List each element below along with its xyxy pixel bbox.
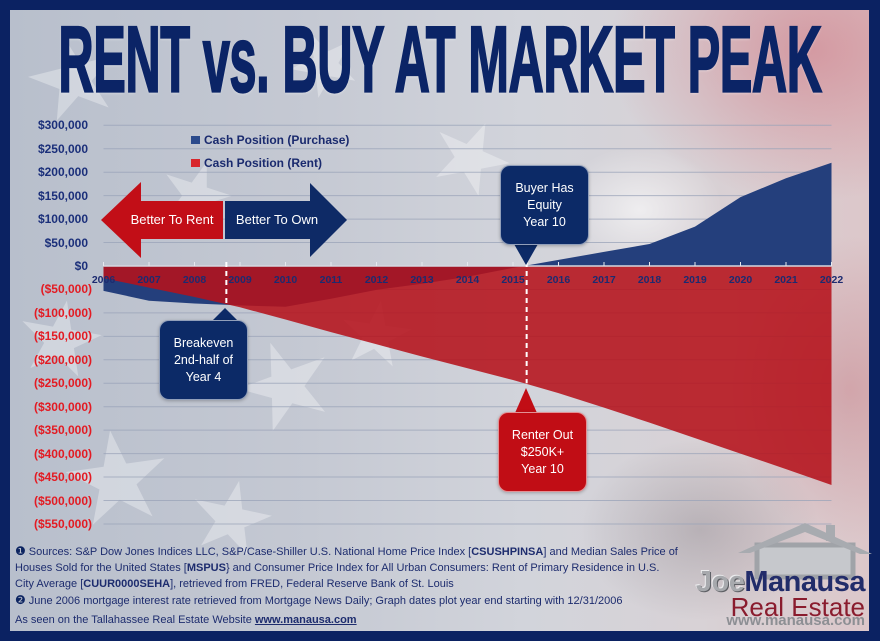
y-axis-label: $0 — [74, 259, 88, 273]
x-axis-label: 2006 — [91, 274, 116, 286]
note-text: Sources: S&P Dow Jones Indices LLC, S&P/… — [28, 546, 472, 558]
x-axis-label: 2009 — [228, 274, 252, 286]
callout-line: Year 10 — [521, 461, 564, 476]
y-axis-label: ($500,000) — [33, 493, 92, 508]
y-axis-label: ($150,000) — [33, 329, 92, 344]
y-axis-label: $100,000 — [37, 212, 88, 227]
x-axis-label: 2018 — [637, 274, 662, 286]
page-title: RENT vs. BUY AT MARKET PEAK — [58, 8, 823, 114]
y-axis-label: $300,000 — [37, 118, 88, 133]
source-note-2: ❷ June 2006 mortgage interest rate retrie… — [15, 592, 678, 609]
logo-house-icon — [738, 523, 872, 580]
x-axis-label: 2013 — [410, 274, 434, 286]
logo-last-name: Manausa — [744, 566, 865, 598]
note-text: ], retrieved from FRED, Federal Reserve … — [170, 578, 454, 590]
x-axis-label: 2012 — [364, 274, 389, 286]
logo-subtitle: Real Estate — [730, 592, 865, 622]
callout-line: 2nd-half of — [173, 352, 234, 367]
better-to-own-label: Better To Own — [235, 212, 319, 227]
y-axis-label: ($550,000) — [33, 517, 92, 531]
better-to-own-arrow-icon — [225, 183, 347, 257]
y-axis-label: ($300,000) — [33, 399, 92, 414]
x-axis-label: 2010 — [273, 274, 298, 286]
callout-line: Year 10 — [523, 214, 566, 229]
source-note-1-line-1: ❶ Sources: S&P Dow Jones Indices LLC, S&P… — [15, 543, 678, 560]
y-axis-label: ($400,000) — [33, 446, 92, 461]
logo-first-name: Joe — [695, 566, 745, 598]
legend-swatch-rent-icon — [191, 159, 200, 167]
legend-label-rent: Cash Position (Rent) — [204, 156, 323, 170]
note-text: ] and Median Sales Price of — [543, 546, 678, 558]
callout-line: $250K+ — [520, 444, 565, 459]
renter-out-callout: Renter Out $250K+ Year 10 — [498, 412, 587, 492]
x-axis-label: 2017 — [592, 274, 616, 286]
callout-line: Breakeven — [173, 335, 234, 350]
y-axis-label: ($100,000) — [33, 305, 92, 320]
breakeven-callout: Breakeven 2nd-half of Year 4 — [159, 320, 248, 400]
callout-line: Equity — [527, 197, 562, 212]
note-text: } and Consumer Price Index for All Urban… — [225, 562, 660, 574]
y-axis-label: ($50,000) — [40, 282, 92, 297]
legend-swatch-purchase-icon — [191, 136, 200, 144]
y-axis-label: ($450,000) — [33, 470, 92, 484]
source-notes: ❶ Sources: S&P Dow Jones Indices LLC, S&P… — [15, 543, 678, 609]
x-axis-ticks — [103, 262, 832, 266]
x-axis-label: 2020 — [728, 274, 753, 286]
legend-item-rent: Cash Position (Rent) — [191, 156, 322, 170]
series-code: MSPUS — [186, 562, 226, 574]
y-axis-label: ($200,000) — [33, 352, 92, 367]
rent-area-series — [103, 266, 832, 485]
y-axis-label: $200,000 — [37, 165, 88, 180]
y-axis-label: $250,000 — [37, 141, 88, 156]
x-axis-label: 2011 — [319, 274, 343, 286]
x-axis-label: 2019 — [683, 274, 707, 286]
number-one-icon: ❶ — [15, 544, 26, 558]
source-note-1-line-3: City Average [CUUR0000SEHA], retrieved f… — [15, 576, 678, 592]
note-text: City Average [ — [15, 578, 84, 590]
legend-label-purchase: Cash Position (Purchase) — [204, 133, 350, 147]
x-axis-label: 2008 — [182, 274, 207, 286]
logo-wordmark: JoeManausa — [695, 566, 866, 598]
website-link[interactable]: www.manausa.com — [254, 614, 357, 626]
y-axis-label: ($250,000) — [33, 376, 92, 391]
x-axis-label: 2022 — [819, 274, 844, 286]
note-text: Houses Sold for the United States [ — [15, 562, 187, 574]
y-axis-label: $150,000 — [37, 188, 88, 203]
x-axis-label: 2007 — [137, 274, 161, 286]
x-axis-label: 2016 — [546, 274, 571, 286]
legend-item-purchase: Cash Position (Purchase) — [191, 133, 349, 147]
series-code: CSUSHPINSA — [471, 546, 544, 558]
source-note-1-line-2: Houses Sold for the United States [MSPUS… — [15, 560, 678, 576]
note-text: June 2006 mortgage interest rate retriev… — [28, 595, 623, 607]
x-axis-label: 2015 — [501, 274, 525, 286]
y-axis-label: $50,000 — [44, 235, 88, 250]
better-to-rent-arrow-icon — [101, 182, 223, 258]
renter-out-callout-pointer — [515, 388, 537, 413]
callout-line: Renter Out — [511, 427, 574, 442]
breakeven-callout-pointer — [211, 308, 239, 322]
x-axis-label: 2021 — [774, 274, 798, 286]
callout-line: Year 4 — [185, 369, 222, 384]
buyer-equity-callout-pointer — [514, 244, 538, 265]
series-code: CUUR0000SEHA — [83, 578, 171, 590]
seen-on-note: As seen on the Tallahassee Real Estate W… — [15, 613, 357, 627]
callout-line: Buyer Has — [515, 180, 574, 195]
better-to-rent-label: Better To Rent — [130, 212, 214, 227]
seen-on-text: As seen on the Tallahassee Real Estate W… — [15, 614, 255, 626]
number-two-icon: ❷ — [15, 593, 26, 607]
y-axis-label: ($350,000) — [33, 423, 92, 438]
x-axis-label: 2014 — [455, 274, 480, 286]
buyer-equity-callout: Buyer Has Equity Year 10 — [500, 165, 589, 245]
logo-url: www.manausa.com — [726, 612, 865, 629]
